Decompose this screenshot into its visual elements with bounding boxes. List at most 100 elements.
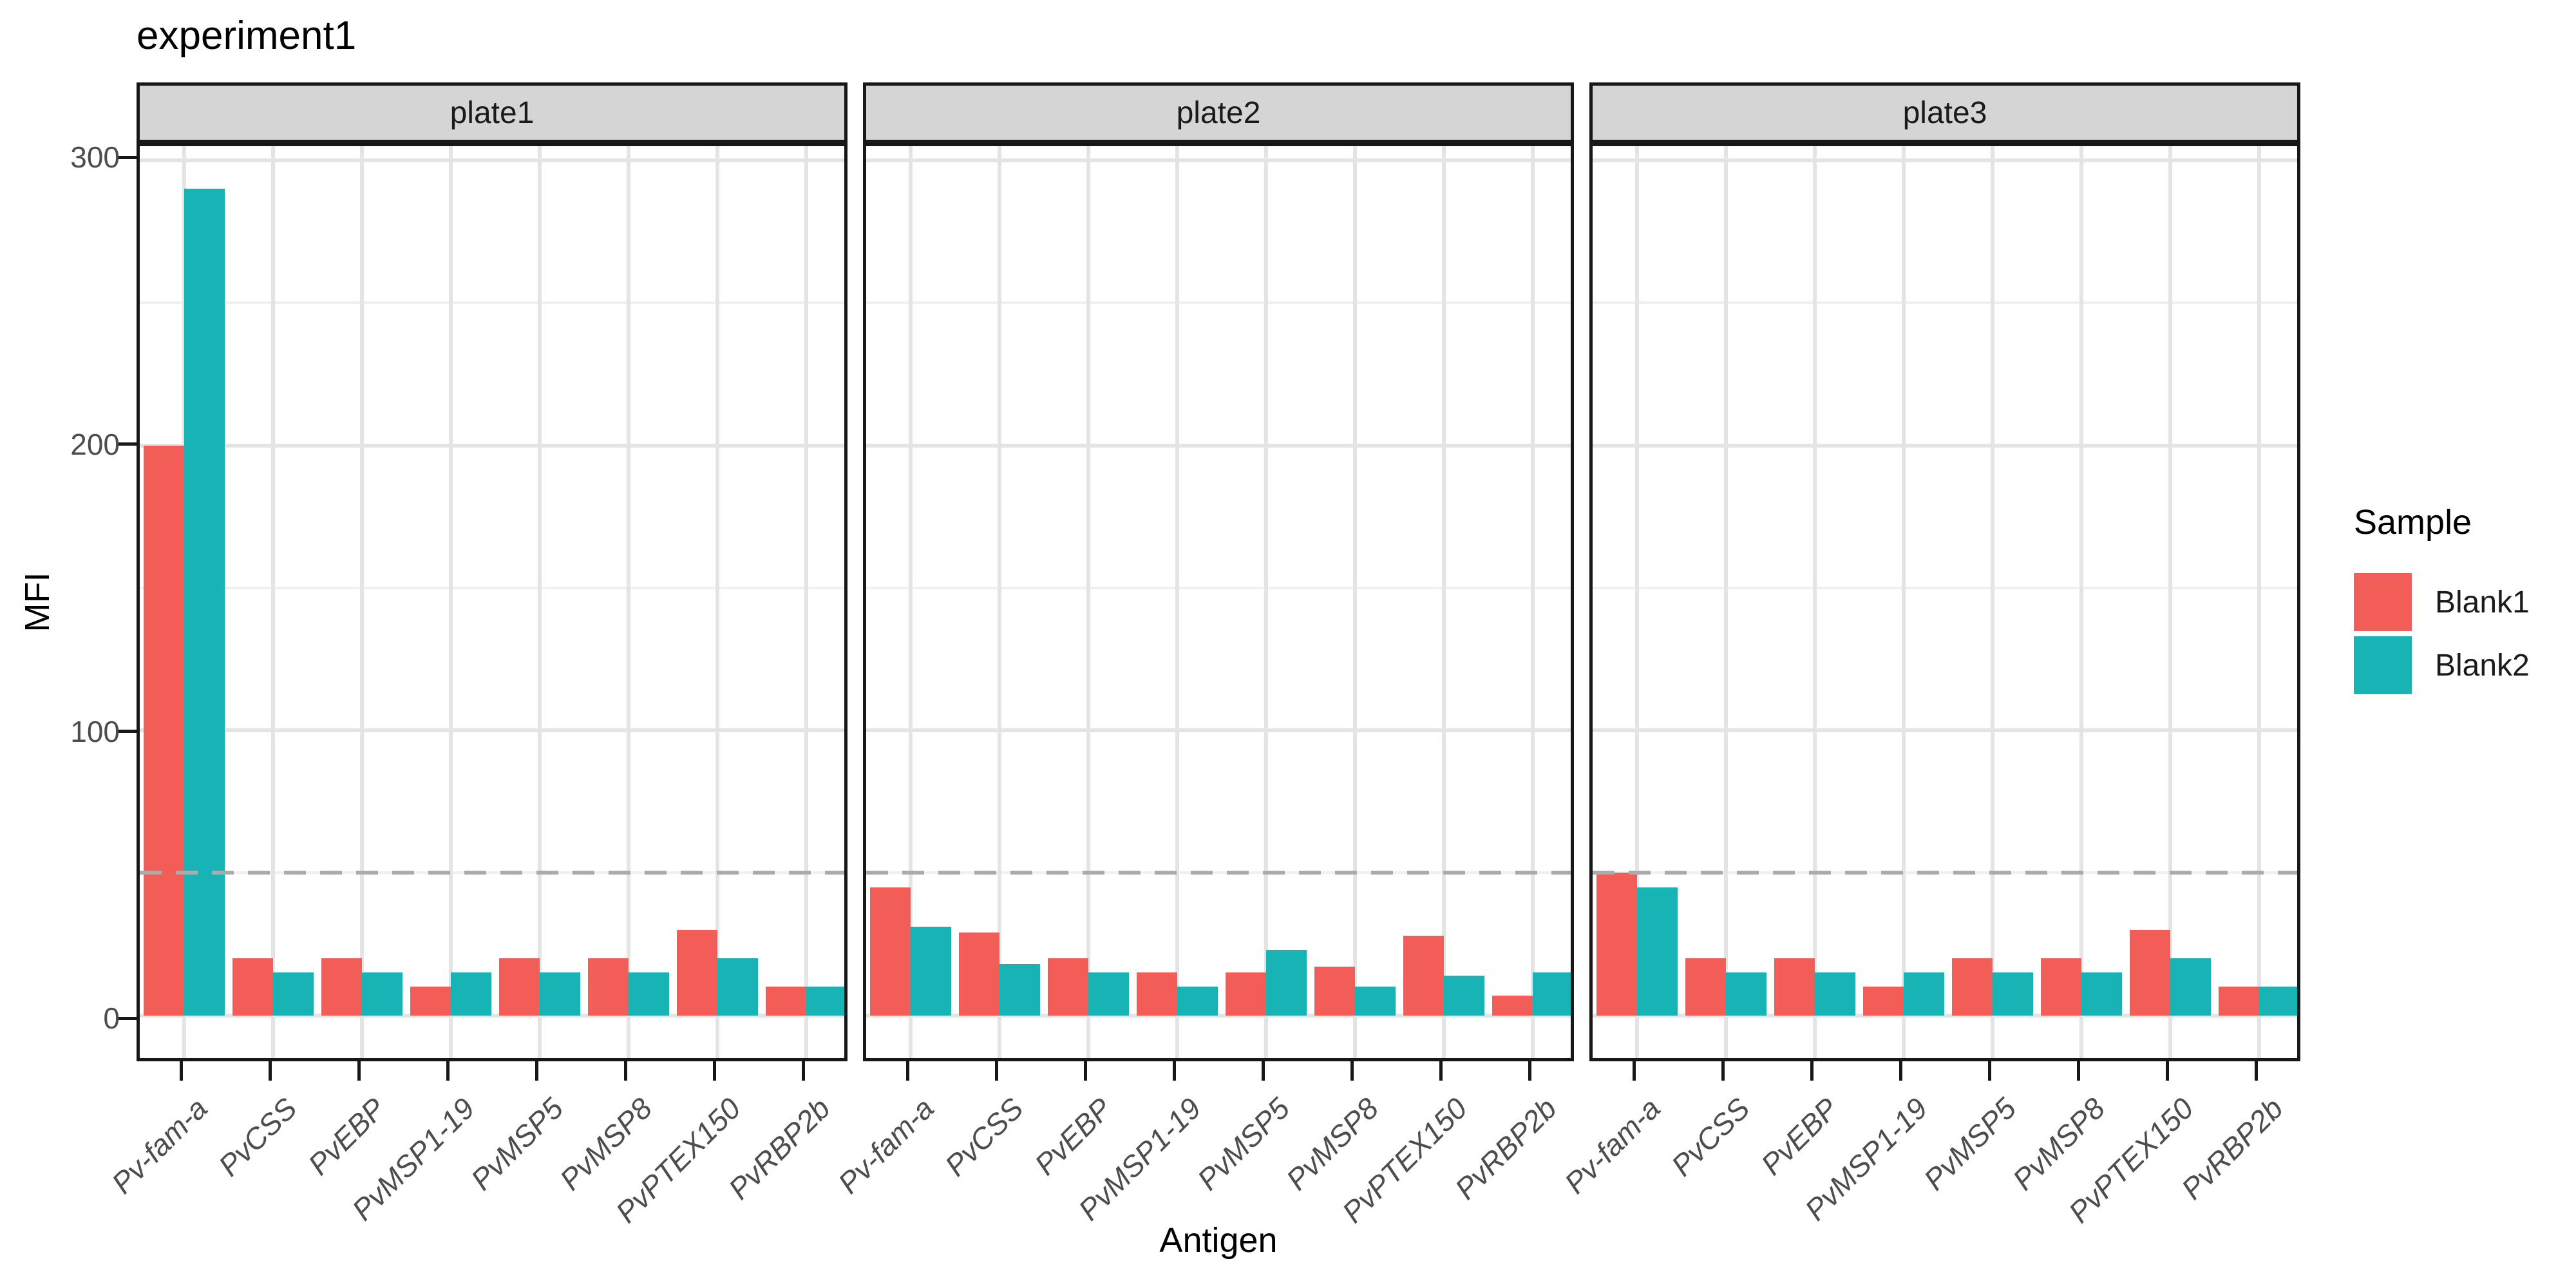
- bar-plate3-PvPTEX150-Blank1: [2130, 929, 2170, 1016]
- bar-plate3-PvCSS-Blank1: [1685, 958, 1726, 1016]
- x-tick-plate2-PvMSP8: [1350, 1061, 1354, 1081]
- bar-plate1-PvPTEX150-Blank1: [677, 929, 717, 1016]
- minor-gridline-y250: [140, 301, 844, 305]
- plot-area-plate1: [140, 146, 844, 1058]
- legend-label-Blank1: Blank1: [2435, 585, 2530, 620]
- x-tick-plate3-PvCSS: [1721, 1061, 1725, 1081]
- bar-plate2-PvMSP5-Blank2: [1266, 949, 1307, 1016]
- bar-plate1-PvMSP1-19-Blank1: [410, 987, 451, 1016]
- x-tick-plate2-PvPTEX150: [1439, 1061, 1443, 1081]
- major-gridline-y100: [1593, 728, 2297, 733]
- bar-plate1-PvMSP5-Blank1: [499, 958, 540, 1016]
- x-tick-label-plate2-Pv-fam-a: Pv-fam-a: [831, 1091, 941, 1200]
- major-gridline-y200: [1593, 443, 2297, 448]
- bar-plate2-PvCSS-Blank2: [999, 963, 1040, 1016]
- legend-item-Blank2: Blank2: [2354, 636, 2530, 694]
- bar-plate2-Pv-fam-a-Blank2: [911, 927, 951, 1016]
- x-tick-plate2-PvEBP: [1083, 1061, 1087, 1081]
- x-tick-plate1-PvMSP8: [623, 1061, 627, 1081]
- x-tick-label-plate1-PvMSP5: PvMSP5: [464, 1091, 570, 1197]
- major-gridline-x-PvEBP: [1813, 146, 1817, 1058]
- bar-plate2-PvCSS-Blank1: [959, 933, 999, 1016]
- bar-plate1-PvCSS-Blank2: [273, 972, 314, 1016]
- bar-plate2-PvMSP5-Blank1: [1226, 972, 1266, 1016]
- minor-gridline-y150: [140, 586, 844, 589]
- bar-plate3-Pv-fam-a-Blank1: [1596, 873, 1637, 1016]
- major-gridline-x-PvMSP1-19: [1175, 146, 1179, 1058]
- bar-plate2-PvPTEX150-Blank1: [1403, 935, 1444, 1016]
- bar-plate2-PvMSP8-Blank2: [1355, 987, 1396, 1016]
- bar-plate1-PvEBP-Blank1: [321, 958, 362, 1016]
- x-tick-label-plate2-PvCSS: PvCSS: [938, 1091, 1030, 1183]
- bar-plate1-PvCSS-Blank1: [232, 958, 273, 1016]
- bar-plate3-PvRBP2b-Blank1: [2219, 987, 2259, 1016]
- major-gridline-x-PvMSP5: [538, 146, 542, 1058]
- minor-gridline-y150: [1593, 586, 2297, 589]
- major-gridline-y200: [140, 443, 844, 448]
- major-gridline-x-PvPTEX150: [715, 146, 719, 1058]
- y-tick-300: [116, 155, 137, 159]
- bar-plate1-PvRBP2b-Blank1: [766, 987, 806, 1016]
- minor-gridline-y250: [1593, 301, 2297, 305]
- major-gridline-x-PvRBP2b: [1531, 146, 1535, 1058]
- bar-plate2-PvRBP2b-Blank2: [1533, 972, 1571, 1016]
- x-tick-plate1-PvMSP5: [535, 1061, 538, 1081]
- y-tick-label-0: 0: [103, 1001, 120, 1036]
- x-tick-label-plate2-PvMSP5: PvMSP5: [1191, 1091, 1296, 1197]
- x-tick-label-plate2-PvEBP: PvEBP: [1028, 1091, 1119, 1182]
- x-tick-label-plate1-Pv-fam-a: Pv-fam-a: [105, 1091, 214, 1200]
- bar-plate3-PvRBP2b-Blank2: [2259, 987, 2297, 1016]
- bar-plate1-PvEBP-Blank2: [362, 972, 402, 1016]
- bar-plate3-PvCSS-Blank2: [1726, 972, 1766, 1016]
- bar-plate3-PvEBP-Blank1: [1774, 958, 1815, 1016]
- x-tick-label-plate3-PvCSS: PvCSS: [1664, 1091, 1756, 1183]
- x-tick-plate3-PvMSP8: [2076, 1061, 2080, 1081]
- bar-plate3-PvMSP8-Blank2: [2081, 972, 2122, 1016]
- x-tick-label-plate1-PvCSS: PvCSS: [211, 1091, 303, 1183]
- plot-area-plate2: [866, 146, 1571, 1058]
- bar-plate2-PvPTEX150-Blank2: [1444, 975, 1484, 1016]
- major-gridline-y300: [140, 158, 844, 163]
- bar-plate1-PvPTEX150-Blank2: [717, 958, 758, 1016]
- bar-plate3-PvMSP1-19-Blank1: [1863, 987, 1904, 1016]
- bar-plate3-Pv-fam-a-Blank2: [1637, 887, 1678, 1016]
- bar-plate3-PvMSP5-Blank2: [1993, 972, 2033, 1016]
- legend-items: Blank1 Blank2: [2354, 573, 2530, 694]
- x-tick-plate1-PvEBP: [357, 1061, 361, 1081]
- y-tick-label-200: 200: [70, 427, 120, 461]
- major-gridline-y300: [1593, 158, 2297, 163]
- legend-key-Blank2: [2354, 636, 2412, 694]
- major-gridline-x-PvMSP5: [1264, 146, 1268, 1058]
- major-gridline-y100: [866, 728, 1571, 733]
- bar-plate1-PvMSP8-Blank2: [629, 972, 669, 1016]
- x-tick-plate1-PvRBP2b: [801, 1061, 805, 1081]
- y-tick-label-100: 100: [70, 714, 120, 748]
- y-tick-0: [116, 1016, 137, 1020]
- major-gridline-y100: [140, 728, 844, 733]
- plot-area-plate3: [1593, 146, 2297, 1058]
- bar-plate2-PvEBP-Blank2: [1088, 972, 1129, 1016]
- x-tick-label-plate1-PvEBP: PvEBP: [301, 1091, 392, 1182]
- major-gridline-x-PvMSP1-19: [449, 146, 453, 1058]
- x-tick-plate2-PvMSP1-19: [1172, 1061, 1176, 1081]
- x-axis-title: Antigen: [1159, 1221, 1278, 1260]
- x-tick-plate1-Pv-fam-a: [179, 1061, 183, 1081]
- legend-key-Blank1: [2354, 573, 2412, 631]
- bar-plate1-Pv-fam-a-Blank2: [184, 189, 225, 1016]
- major-gridline-x-PvMSP8: [1353, 146, 1357, 1058]
- major-gridline-x-PvEBP: [360, 146, 364, 1058]
- legend-item-Blank1: Blank1: [2354, 573, 2530, 631]
- threshold-line-plate2: [866, 871, 1571, 875]
- y-tick-200: [116, 442, 137, 446]
- x-tick-plate3-Pv-fam-a: [1632, 1061, 1636, 1081]
- major-gridline-y0: [866, 1013, 1571, 1018]
- major-gridline-x-PvRBP2b: [804, 146, 808, 1058]
- x-tick-plate2-PvRBP2b: [1528, 1061, 1531, 1081]
- x-tick-plate1-PvCSS: [268, 1061, 272, 1081]
- facet-panel-plate3: [1589, 143, 2300, 1061]
- major-gridline-x-PvMSP8: [2079, 146, 2083, 1058]
- y-axis-title: MFI: [18, 572, 57, 632]
- bar-plate1-PvMSP1-19-Blank2: [451, 972, 491, 1016]
- x-tick-plate3-PvRBP2b: [2254, 1061, 2258, 1081]
